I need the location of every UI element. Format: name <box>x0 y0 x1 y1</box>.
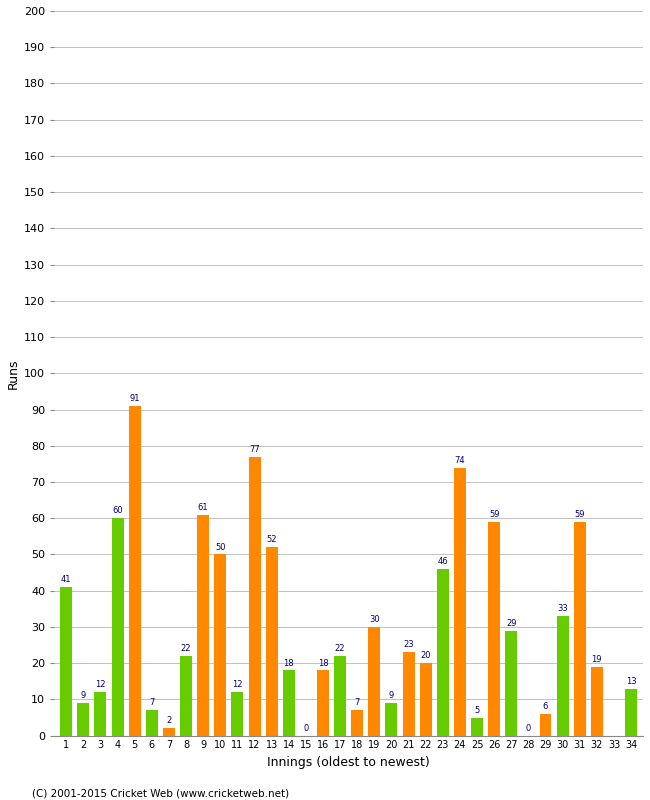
Bar <box>540 714 551 736</box>
Bar <box>402 652 415 736</box>
Text: 22: 22 <box>181 644 191 653</box>
Text: 5: 5 <box>474 706 480 714</box>
Bar <box>248 457 261 736</box>
Bar <box>505 630 517 736</box>
Text: 61: 61 <box>198 502 209 512</box>
Text: 33: 33 <box>557 604 568 613</box>
Text: 22: 22 <box>335 644 345 653</box>
Bar <box>180 656 192 736</box>
Text: 59: 59 <box>575 510 585 519</box>
Text: 6: 6 <box>543 702 548 711</box>
Text: 29: 29 <box>506 618 517 628</box>
Bar <box>266 547 278 736</box>
Text: 18: 18 <box>283 658 294 667</box>
Bar <box>129 406 140 736</box>
Bar <box>351 710 363 736</box>
Bar <box>437 569 448 736</box>
Bar <box>625 689 637 736</box>
Text: 30: 30 <box>369 615 380 624</box>
Bar <box>385 703 397 736</box>
Bar <box>334 656 346 736</box>
Text: 12: 12 <box>232 680 242 690</box>
Text: 41: 41 <box>61 575 72 584</box>
Text: 7: 7 <box>354 698 360 707</box>
Text: 23: 23 <box>403 641 414 650</box>
Bar <box>317 670 329 736</box>
Bar <box>231 692 243 736</box>
Bar <box>146 710 158 736</box>
Y-axis label: Runs: Runs <box>7 358 20 389</box>
Bar <box>214 554 226 736</box>
Bar <box>94 692 107 736</box>
Text: 19: 19 <box>592 655 602 664</box>
Text: 2: 2 <box>166 717 172 726</box>
Text: 91: 91 <box>129 394 140 403</box>
Bar <box>197 514 209 736</box>
Text: 18: 18 <box>318 658 328 667</box>
Text: 9: 9 <box>81 691 86 700</box>
Bar <box>488 522 500 736</box>
Bar <box>454 467 466 736</box>
Text: 74: 74 <box>454 456 465 465</box>
Text: (C) 2001-2015 Cricket Web (www.cricketweb.net): (C) 2001-2015 Cricket Web (www.cricketwe… <box>32 788 290 798</box>
Text: 50: 50 <box>215 542 226 551</box>
Text: 9: 9 <box>389 691 394 700</box>
Text: 0: 0 <box>526 724 531 733</box>
Bar <box>420 663 432 736</box>
Text: 7: 7 <box>149 698 155 707</box>
Text: 59: 59 <box>489 510 499 519</box>
Bar <box>369 627 380 736</box>
Bar <box>60 587 72 736</box>
Bar <box>471 718 483 736</box>
Bar <box>163 728 175 736</box>
Text: 46: 46 <box>437 557 448 566</box>
X-axis label: Innings (oldest to newest): Innings (oldest to newest) <box>267 756 430 769</box>
Text: 13: 13 <box>626 677 636 686</box>
Bar <box>591 666 603 736</box>
Text: 77: 77 <box>249 445 260 454</box>
Text: 12: 12 <box>96 680 106 690</box>
Text: 60: 60 <box>112 506 123 515</box>
Bar <box>283 670 294 736</box>
Text: 20: 20 <box>421 651 431 660</box>
Text: 0: 0 <box>304 724 309 733</box>
Bar <box>574 522 586 736</box>
Bar <box>556 616 569 736</box>
Text: 52: 52 <box>266 535 277 544</box>
Bar <box>112 518 124 736</box>
Bar <box>77 703 89 736</box>
